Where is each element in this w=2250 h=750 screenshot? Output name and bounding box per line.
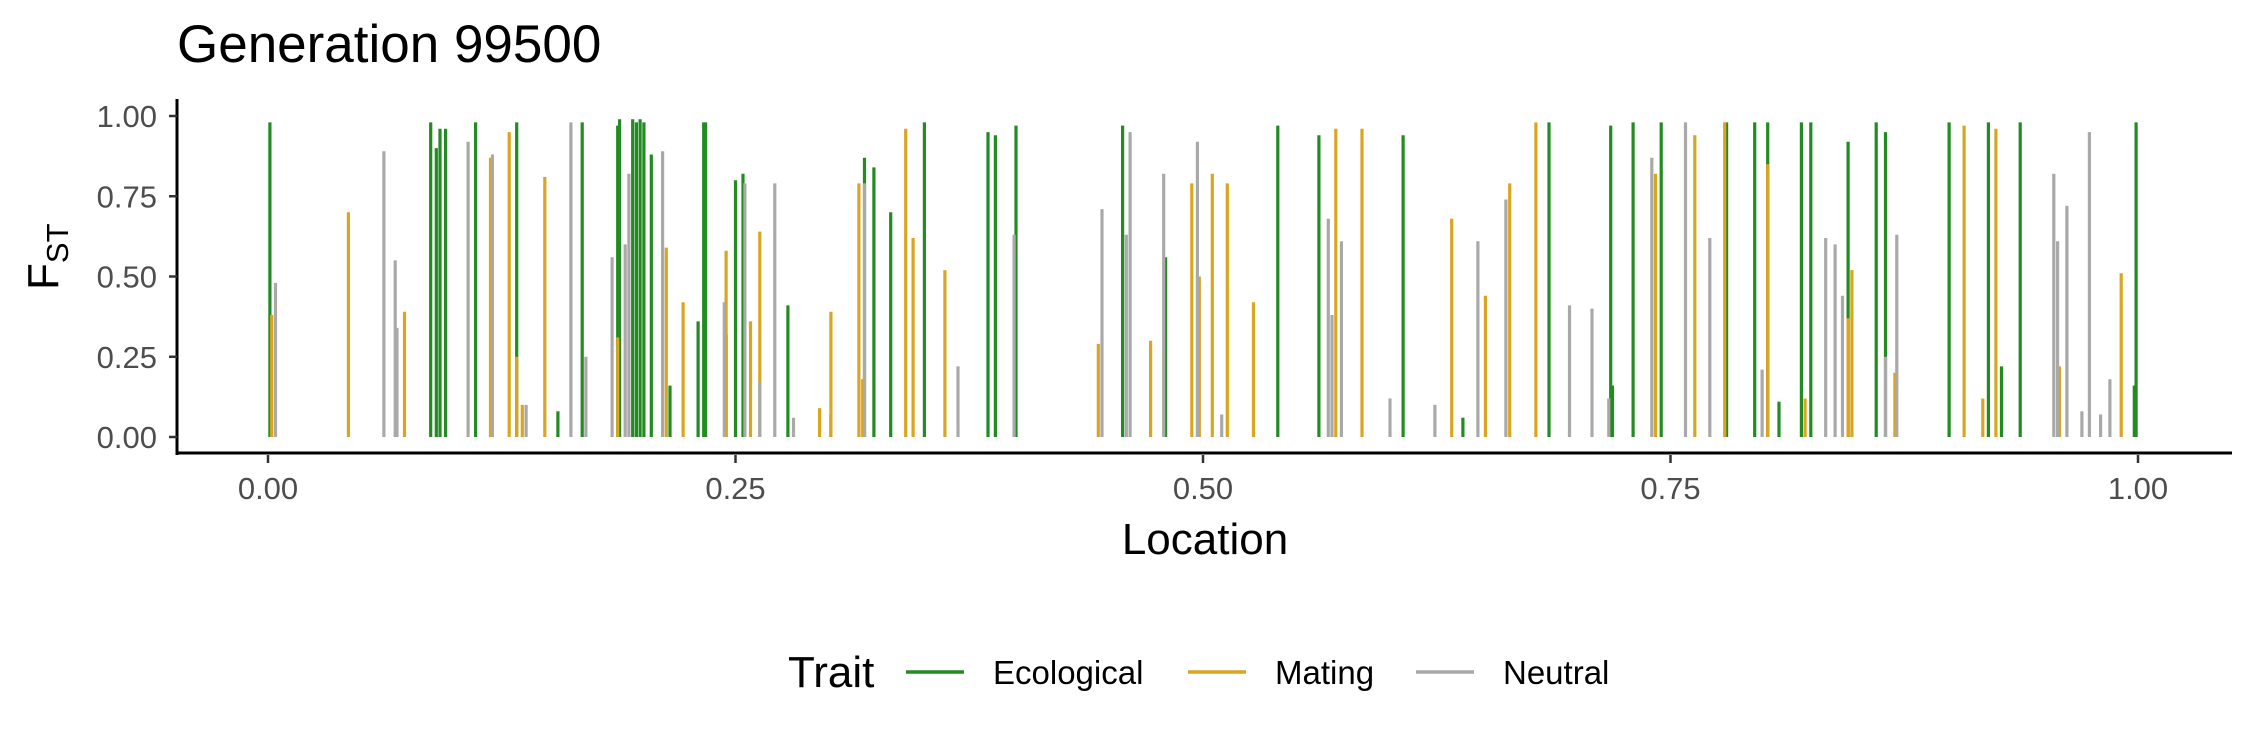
legend-title: Trait <box>788 648 874 697</box>
chart-title: Generation 99500 <box>177 15 601 74</box>
bars-layer <box>268 119 2138 437</box>
x-axis-ticks: 0.00 0.25 0.50 0.75 1.00 <box>238 455 2168 506</box>
y-tick-label: 0.75 <box>97 179 157 214</box>
legend-label-ecological: Ecological <box>993 654 1143 691</box>
x-tick-label: 0.25 <box>705 471 765 506</box>
svg-text:FST: FST <box>19 223 75 290</box>
y-axis-title-subscript: ST <box>40 223 75 263</box>
legend-label-mating: Mating <box>1275 654 1374 691</box>
y-tick-label: 0.50 <box>97 260 157 295</box>
legend: Trait Ecological Mating Neutral <box>788 648 1609 697</box>
x-tick-label: 0.50 <box>1173 471 1233 506</box>
x-axis-title: Location <box>1122 515 1288 564</box>
x-tick-label: 1.00 <box>2108 471 2168 506</box>
y-axis-title-main: F <box>19 263 68 290</box>
x-tick-label: 0.75 <box>1640 471 1700 506</box>
y-tick-label: 0.00 <box>97 420 157 455</box>
legend-label-neutral: Neutral <box>1503 654 1609 691</box>
y-axis-title: FST <box>19 223 75 290</box>
y-axis-ticks: 0.00 0.25 0.50 0.75 1.00 <box>97 99 177 455</box>
x-tick-label: 0.00 <box>238 471 298 506</box>
y-tick-label: 1.00 <box>97 99 157 134</box>
y-tick-label: 0.25 <box>97 340 157 375</box>
